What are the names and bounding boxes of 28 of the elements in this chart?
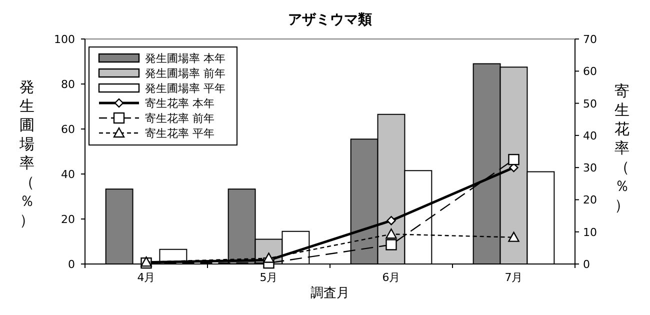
y-axis-title: 発生圃場率（％） [18, 78, 34, 229]
x-tick-label: 4月 [137, 271, 156, 284]
x-tick-label: 7月 [504, 271, 523, 284]
y2-tick-label: 40 [583, 129, 597, 142]
y-tick-label: 40 [61, 168, 75, 181]
y-tick-label: 100 [54, 33, 75, 46]
legend-label: 発生圃場率 平年 [145, 82, 226, 95]
x-tick-label: 5月 [260, 271, 278, 284]
y2-tick-label: 30 [583, 162, 597, 175]
y2-tick-label: 10 [583, 226, 597, 239]
legend-label: 発生圃場率 前年 [145, 67, 226, 80]
y2-tick-label: 50 [583, 97, 597, 110]
chart-title: アザミウマ類 [288, 12, 372, 28]
y2-axis-title: 寄生花率（％） [614, 82, 630, 214]
legend-label: 発生圃場率 本年 [145, 52, 226, 65]
y2-tick-label: 0 [583, 258, 590, 271]
legend-label: 寄生花率 本年 [145, 97, 214, 110]
y2-tick-label: 70 [583, 33, 597, 46]
y-tick-label: 80 [61, 78, 75, 91]
y-tick-label: 20 [61, 213, 75, 226]
x-tick-label: 6月 [382, 271, 400, 284]
y-tick-label: 60 [61, 123, 75, 136]
y2-tick-label: 60 [583, 65, 597, 78]
legend-label: 寄生花率 前年 [145, 112, 214, 125]
y-tick-label: 0 [68, 258, 75, 271]
y2-tick-label: 20 [583, 194, 597, 207]
legend-label: 寄生花率 平年 [145, 127, 214, 140]
x-axis-title: 調査月 [310, 286, 350, 301]
